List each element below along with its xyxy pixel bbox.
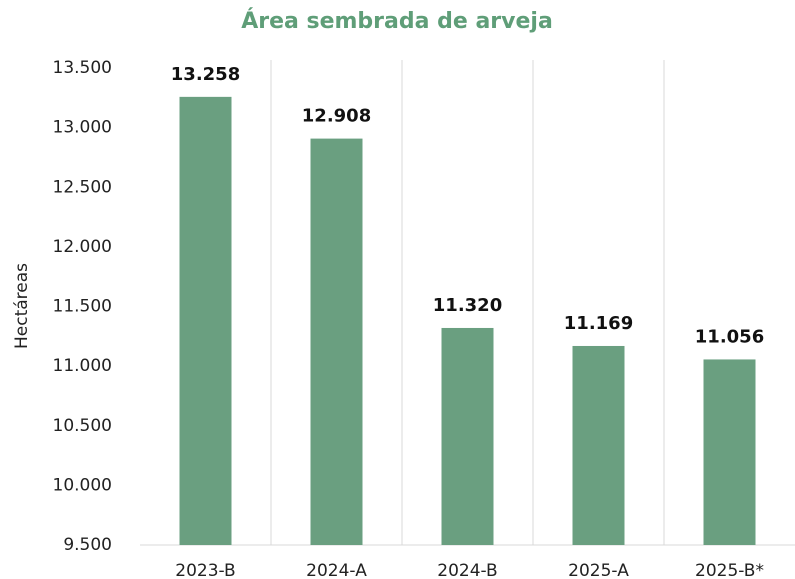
bar	[572, 345, 625, 545]
y-axis-label: Hectáreas	[12, 263, 32, 349]
x-tick-label: 2025-A	[568, 561, 629, 579]
y-tick-label: 13.000	[53, 118, 112, 138]
x-tick-label: 2023-B	[175, 561, 235, 579]
y-tick-label: 9.500	[63, 535, 112, 555]
x-tick-label: 2024-B	[437, 561, 497, 579]
y-tick-label: 12.000	[53, 237, 112, 257]
y-tick-label: 10.000	[53, 475, 112, 495]
y-tick-label: 11.500	[53, 297, 112, 317]
data-label: 11.056	[695, 326, 764, 347]
data-label: 12.908	[302, 106, 371, 127]
chart-title: Área sembrada de arveja	[241, 8, 553, 34]
y-tick-label: 13.500	[53, 58, 112, 78]
data-label: 13.258	[171, 64, 240, 85]
data-label: 11.169	[564, 313, 633, 334]
bar	[441, 327, 494, 545]
y-tick-label: 10.500	[53, 416, 112, 436]
y-tick-label: 11.000	[53, 356, 112, 376]
data-label: 11.320	[433, 295, 502, 316]
bar	[179, 96, 232, 546]
bar	[703, 359, 756, 545]
x-tick-label: 2025-B*	[695, 561, 764, 579]
y-tick-label: 12.500	[53, 177, 112, 197]
x-tick-label: 2024-A	[306, 561, 367, 579]
bar	[310, 138, 363, 545]
